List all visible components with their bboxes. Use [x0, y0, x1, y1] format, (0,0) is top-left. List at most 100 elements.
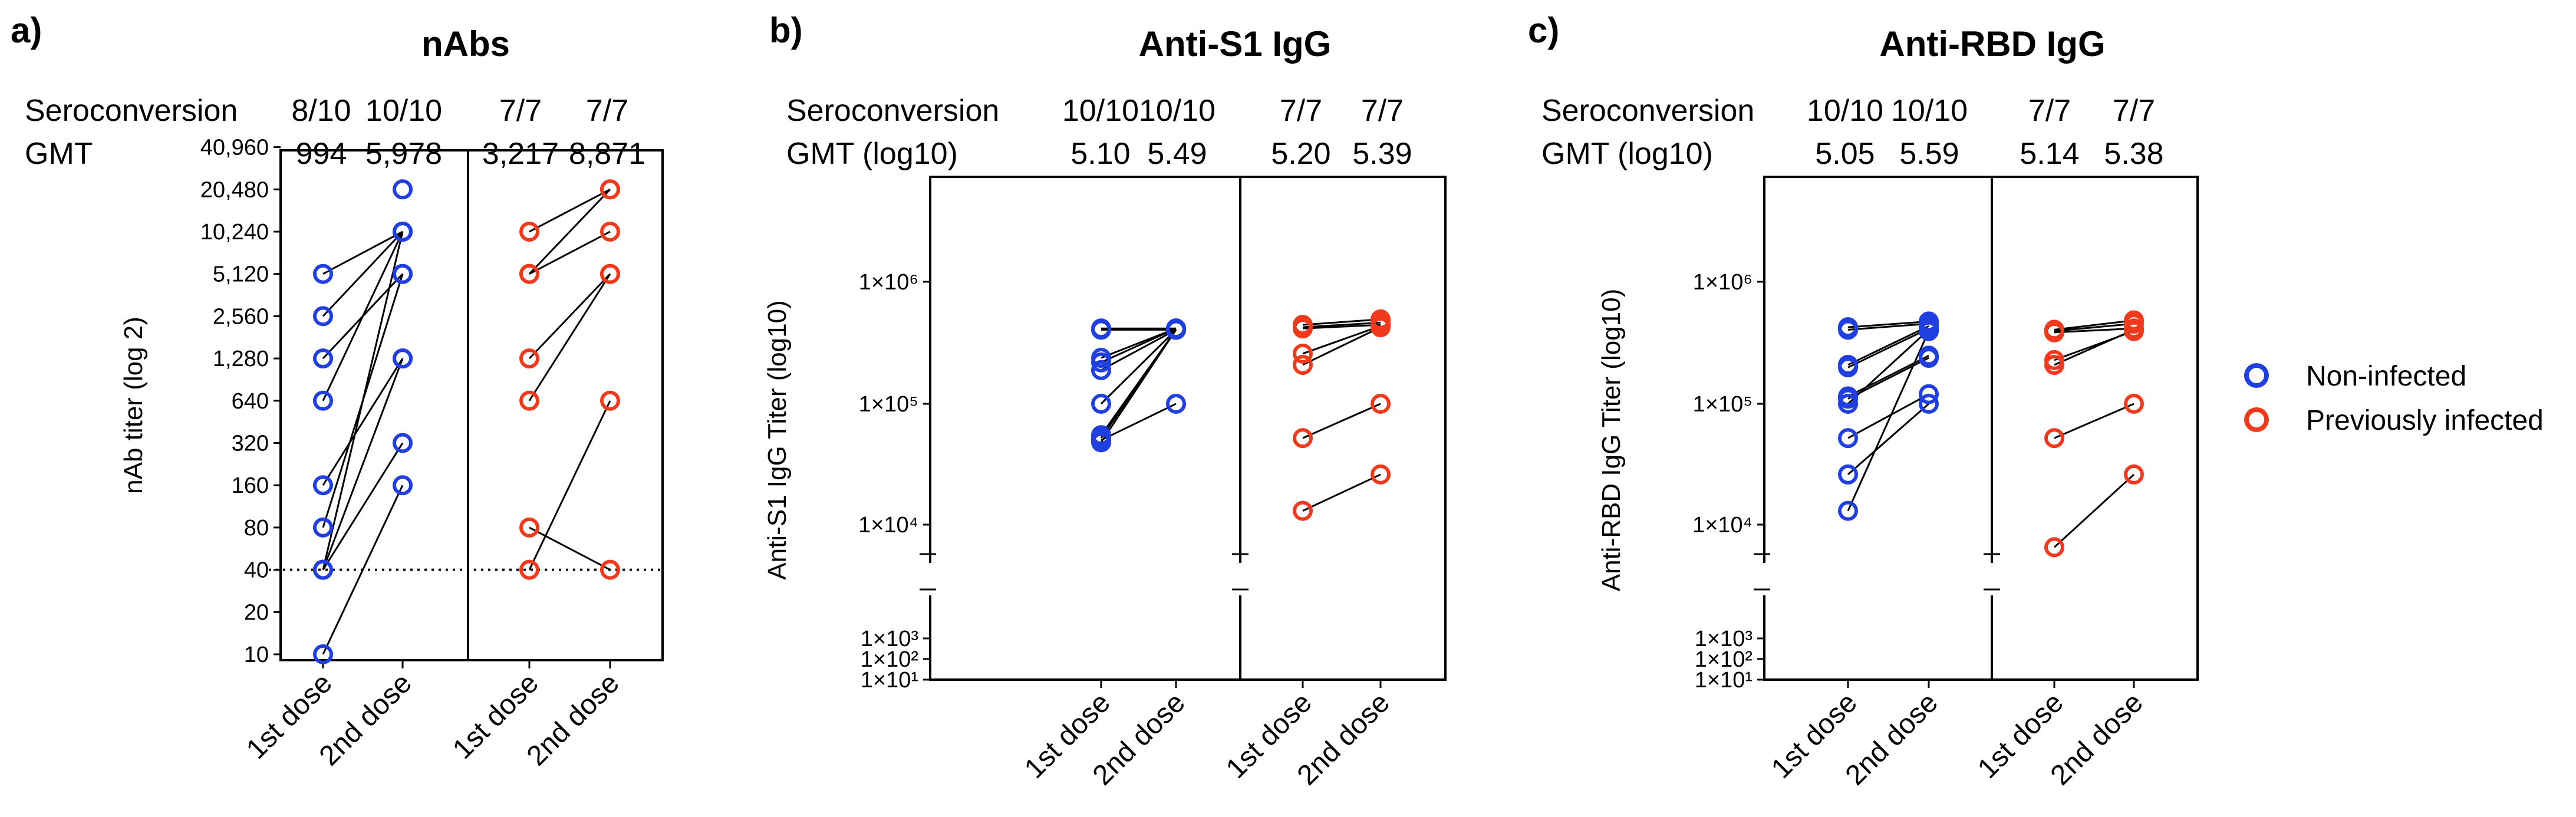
panel-letter: b) [769, 11, 803, 50]
pair-line [1847, 322, 1929, 331]
pair-line [322, 442, 404, 571]
seroconversion-value: 7/7 [1361, 94, 1404, 128]
gmt-value: 5.05 [1815, 137, 1875, 171]
pair-line [2054, 403, 2134, 439]
pair-line [1100, 329, 1177, 443]
seroconversion-label: Seroconversion [786, 94, 999, 128]
data-point-second-dose [1919, 394, 1939, 414]
gmt-value: 5.39 [1352, 137, 1412, 171]
pair-line [322, 485, 404, 655]
y-axis-label: Anti-RBD IgG Titer (log10) [1597, 289, 1626, 592]
y-tick-label: 20 [244, 600, 269, 625]
data-point-first-dose [1293, 318, 1313, 339]
y-tick-label: 1×10⁵ [859, 392, 918, 417]
y-tick-label: 5,120 [213, 262, 269, 287]
y-tick-label: 160 [232, 473, 269, 498]
data-point-first-dose [313, 644, 333, 664]
data-point-first-dose [1091, 432, 1111, 453]
plot-frame [1763, 176, 2199, 681]
data-point-first-dose [1091, 352, 1111, 373]
seroconversion-value: 10/10 [1139, 94, 1215, 128]
plot-frame [929, 176, 1447, 681]
data-point-first-dose [313, 559, 333, 580]
pair-line [2054, 322, 2134, 332]
y-tick-label: 10,240 [200, 220, 269, 245]
pair-line [529, 526, 611, 571]
data-point-first-dose [1293, 354, 1313, 375]
pair-line [1101, 327, 1177, 364]
pair-line [322, 231, 404, 401]
gmt-value: 5.14 [2020, 137, 2079, 171]
pair-line [1101, 329, 1177, 371]
data-point-second-dose [2124, 394, 2144, 414]
data-point-first-dose [1838, 464, 1858, 485]
y-axis-label: nAb titer (log 2) [119, 317, 148, 494]
seroconversion-label: Seroconversion [25, 94, 238, 128]
data-point-second-dose [600, 179, 620, 200]
pair-line [1847, 403, 1929, 476]
pair-line [1302, 325, 1381, 355]
data-point-first-dose [519, 348, 539, 369]
data-point-first-dose [1838, 319, 1858, 340]
data-point-second-dose [1371, 394, 1391, 414]
pair-line [1302, 326, 1381, 366]
data-point-second-dose [1919, 321, 1939, 341]
legend: Non-infected Previously infected [2244, 361, 2544, 436]
axis-break-gap [927, 563, 934, 595]
legend-label-non-infected: Non-infected [2306, 361, 2466, 392]
panel-letter: c) [1528, 11, 1559, 50]
y-tick-label: 80 [244, 516, 269, 541]
gmt-value: 5,978 [365, 137, 442, 171]
pair-line [1302, 321, 1381, 328]
gmt-value: 5.38 [2104, 137, 2163, 171]
y-tick-label: 640 [232, 389, 269, 414]
pair-line [2053, 473, 2135, 548]
data-point-second-dose [1166, 319, 1186, 340]
legend-marker-previously-infected [2244, 407, 2269, 432]
axis-break-gap [1761, 563, 1768, 595]
data-point-second-dose [393, 348, 413, 369]
y-tick-label: 1×10⁶ [859, 270, 918, 295]
gmt-label: GMT (log10) [786, 137, 958, 171]
data-point-first-dose [313, 390, 333, 411]
data-point-first-dose [1091, 319, 1111, 340]
pair-line [529, 188, 611, 233]
data-point-second-dose [1919, 384, 1939, 404]
gmt-value: 5.20 [1271, 137, 1330, 171]
data-point-first-dose [1091, 360, 1111, 380]
pair-line [1847, 320, 1929, 328]
chart-title: nAbs [421, 24, 510, 64]
y-tick-label: 1×10¹ [1695, 668, 1753, 693]
data-point-first-dose [1293, 428, 1313, 449]
data-point-first-dose [519, 222, 539, 242]
data-point-second-dose [1371, 317, 1391, 338]
pair-line [1101, 403, 1177, 442]
data-point-first-dose [313, 306, 333, 327]
data-point-second-dose [1371, 464, 1391, 485]
data-point-first-dose [313, 348, 333, 369]
divider-break-gap [1988, 563, 1995, 595]
y-tick-label: 1,280 [213, 347, 269, 371]
gmt-value: 5.10 [1070, 137, 1130, 171]
y-tick-label: 1×10³ [1695, 627, 1753, 651]
pair-line [1847, 329, 1930, 405]
y-tick-label: 20,480 [200, 177, 269, 202]
pair-line [1302, 318, 1381, 326]
data-point-first-dose [1293, 343, 1313, 364]
gmt-label: GMT [25, 137, 93, 171]
seroconversion-value: 7/7 [2113, 94, 2155, 128]
y-tick-label: 1×10² [861, 647, 918, 672]
gmt-value: 8,871 [569, 137, 645, 171]
seroconversion-value: 10/10 [1062, 94, 1139, 128]
data-point-first-dose [519, 390, 539, 411]
data-point-first-dose [1293, 500, 1313, 521]
pair-line [1847, 327, 1929, 368]
seroconversion-value: 7/7 [1280, 94, 1322, 128]
data-point-first-dose [1838, 394, 1858, 414]
data-point-first-dose [1091, 394, 1111, 414]
pair-line [528, 400, 611, 571]
pair-line [322, 230, 403, 275]
pair-line [1302, 473, 1381, 512]
